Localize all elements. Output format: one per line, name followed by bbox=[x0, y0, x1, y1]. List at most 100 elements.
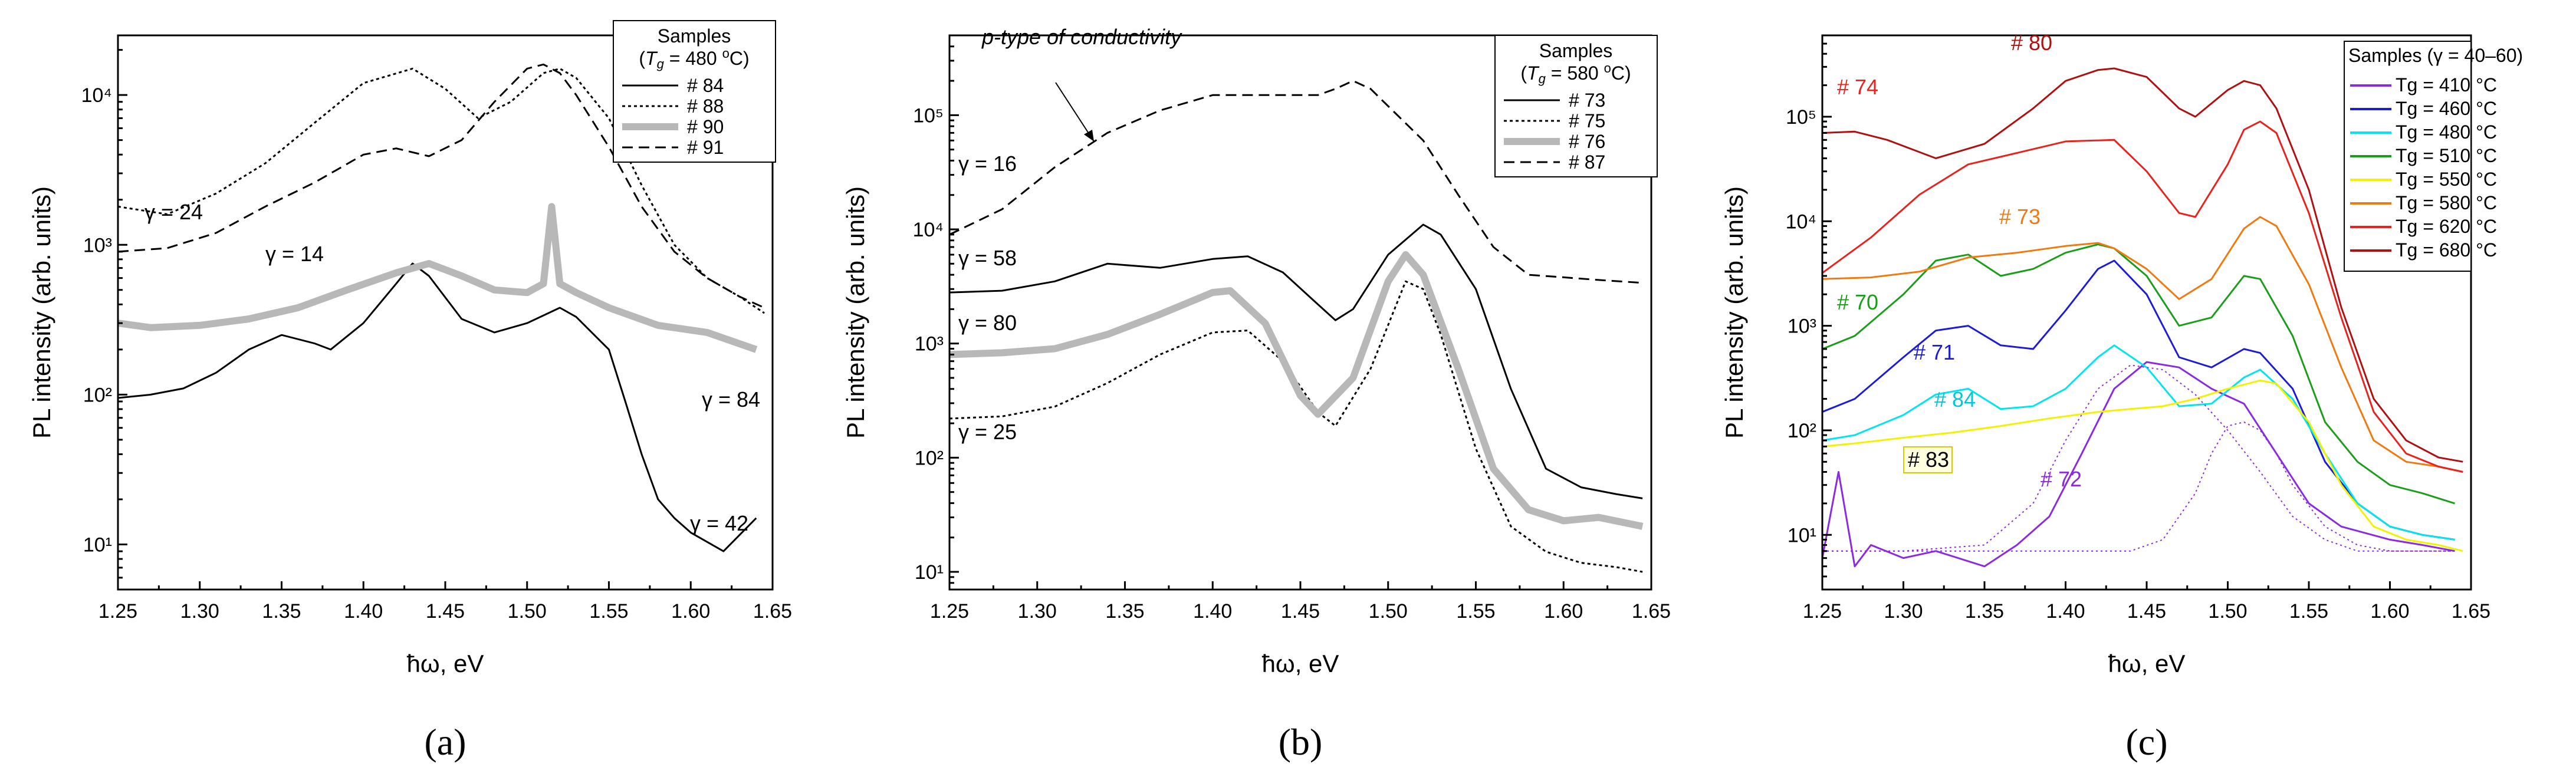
legend-entry-c-2: Tg = 480 °C bbox=[2396, 121, 2497, 143]
x-tick-label-b-1.40: 1.40 bbox=[1193, 600, 1232, 623]
y-axis-label-c: PL intensity (arb. units) bbox=[1720, 186, 1748, 439]
annotation-b-gamma-80: γ = 80 bbox=[958, 311, 1017, 335]
legend-subtitle-b: (Tg = 580 oC) bbox=[1520, 61, 1631, 86]
series-line-b-75 bbox=[949, 280, 1643, 573]
series-line-a-84 bbox=[117, 262, 757, 552]
legend-box-b bbox=[1494, 35, 1658, 177]
series-line-b-73 bbox=[949, 223, 1643, 499]
y-tick-label-c-1000: 10³ bbox=[1788, 315, 1816, 338]
x-tick-label-b-1.45: 1.45 bbox=[1281, 600, 1320, 623]
legend-entry-c-5: Tg = 580 °C bbox=[2396, 192, 2497, 213]
chart-panel-b: 1.25 1.30 1.35 1.40 1.45 1.50 1.55 1.60 1.65 10¹… bbox=[842, 25, 1671, 763]
x-tick-label-c-1.25: 1.25 bbox=[1803, 600, 1842, 623]
series-line-c-tg-550-c bbox=[1822, 379, 2463, 552]
y-tick-label-b-100000: 10⁵ bbox=[913, 104, 944, 127]
x-tick-label-b-1.30: 1.30 bbox=[1018, 600, 1057, 623]
series-line-a-90 bbox=[117, 203, 758, 353]
annotation-b-arrow-head bbox=[1084, 130, 1094, 141]
y-tick-label-a-1000: 10³ bbox=[83, 234, 112, 256]
annotation-c-70: # 70 bbox=[1837, 290, 1878, 314]
y-tick-label-b-10000: 10⁴ bbox=[913, 219, 944, 241]
annotation-b-arrow-line bbox=[1055, 82, 1095, 142]
y-axis-label-b: PL intensity (arb. units) bbox=[842, 186, 869, 439]
legend-entry-b-75: # 75 bbox=[1569, 110, 1605, 131]
x-tick-label-b-1.55: 1.55 bbox=[1456, 600, 1495, 623]
annotation-c-83-box bbox=[1903, 446, 1953, 473]
y-axis-label-a: PL intensity (arb. units) bbox=[28, 186, 55, 439]
x-tick-label-b-1.50: 1.50 bbox=[1369, 600, 1408, 623]
x-ticks-a: 1.25 1.30 1.35 1.40 1.45 1.50 1.55 1.60 1.65 bbox=[98, 581, 792, 623]
y-tick-label-a-10000: 10⁴ bbox=[81, 84, 112, 107]
y-ticks-b: 10¹ 10² 10³ 10⁴ 10⁵ bbox=[913, 45, 959, 584]
annotation-b-p-type: p-type of conductivity bbox=[981, 25, 1182, 49]
annotation-a-gamma-42: γ = 42 bbox=[690, 511, 748, 535]
plot-area-b bbox=[949, 80, 1644, 573]
x-tick-label-a-1.25: 1.25 bbox=[98, 600, 137, 623]
legend-entry-b-76: # 76 bbox=[1569, 131, 1605, 152]
legend-b: Samples (Tg = 580 oC) # 73 # 75 # 76 # 8… bbox=[1494, 35, 1658, 177]
series-line-b-76 bbox=[949, 251, 1644, 530]
annotation-c-71: # 71 bbox=[1914, 340, 1955, 364]
x-tick-label-a-1.60: 1.60 bbox=[671, 600, 710, 623]
x-tick-label-a-1.30: 1.30 bbox=[180, 600, 219, 623]
series-line-c-tg-460-c bbox=[1822, 259, 2455, 541]
annotation-a-gamma-14: γ = 14 bbox=[265, 242, 324, 266]
legend-entry-c-6: Tg = 620 °C bbox=[2396, 216, 2497, 237]
x-tick-label-a-1.65: 1.65 bbox=[753, 600, 792, 623]
legend-box-a bbox=[613, 20, 776, 163]
legend-a: Samples (Tg = 480 oC) # 84 # 88 # 90 # 9… bbox=[613, 20, 776, 163]
annotation-b-gamma-58: γ = 58 bbox=[958, 246, 1017, 270]
series-line-a-91 bbox=[117, 63, 765, 309]
legend-entry-c-3: Tg = 510 °C bbox=[2396, 145, 2497, 166]
y-ticks-a: 10¹ 10² 10³ 10⁴ bbox=[81, 49, 127, 579]
legend-entry-b-73: # 73 bbox=[1569, 90, 1605, 111]
y-tick-label-b-1000: 10³ bbox=[915, 333, 944, 355]
y-tick-label-c-10000: 10⁴ bbox=[1786, 210, 1816, 233]
legend-entry-a-90: # 90 bbox=[687, 116, 724, 137]
series-line-c-tg-580-c bbox=[1822, 216, 2463, 473]
x-tick-label-c-1.50: 1.50 bbox=[2208, 600, 2247, 623]
x-tick-label-b-1.65: 1.65 bbox=[1632, 600, 1671, 623]
x-tick-label-c-1.45: 1.45 bbox=[2127, 600, 2166, 623]
series-line-c-fit-1 bbox=[1822, 364, 2455, 552]
y-ticks-c: 10¹ 10² 10³ 10⁴ 10⁵ bbox=[1786, 42, 1832, 578]
x-tick-label-a-1.40: 1.40 bbox=[344, 600, 383, 623]
x-tick-label-c-1.40: 1.40 bbox=[2046, 600, 2085, 623]
y-tick-label-b-100: 10² bbox=[915, 447, 944, 469]
plot-area-a bbox=[117, 63, 765, 552]
legend-title-a: Samples bbox=[658, 25, 731, 47]
annotation-c-74: # 74 bbox=[1837, 75, 1878, 99]
x-tick-label-a-1.55: 1.55 bbox=[589, 600, 628, 623]
annotation-c-84: # 84 bbox=[1934, 387, 1976, 411]
x-tick-label-c-1.65: 1.65 bbox=[2452, 600, 2490, 623]
y-tick-label-a-10: 10¹ bbox=[83, 534, 112, 557]
chart-panel-a: 1.25 1.30 1.35 1.40 1.45 1.50 1.55 1.60 1.65 10¹… bbox=[28, 20, 792, 763]
y-tick-label-a-100: 10² bbox=[83, 384, 112, 406]
x-tick-label-c-1.35: 1.35 bbox=[1965, 600, 2004, 623]
legend-entry-c-1: Tg = 460 °C bbox=[2396, 98, 2497, 119]
annotation-a-gamma-24: γ = 24 bbox=[144, 200, 203, 224]
x-axis-label-b: ħω, eV bbox=[1262, 650, 1339, 677]
y-tick-label-b-10: 10¹ bbox=[915, 561, 944, 584]
x-ticks-c: 1.25 1.30 1.35 1.40 1.45 1.50 1.55 1.60 1.65 bbox=[1803, 581, 2490, 623]
annotation-c-72: # 72 bbox=[2041, 467, 2082, 491]
chart-panel-c: 1.25 1.30 1.35 1.40 1.45 1.50 1.55 1.60 1.65 10¹… bbox=[1720, 31, 2523, 763]
series-line-a-88 bbox=[117, 67, 765, 314]
x-ticks-b: 1.25 1.30 1.35 1.40 1.45 1.50 1.55 1.60 1.65 bbox=[930, 581, 1671, 623]
x-tick-label-a-1.45: 1.45 bbox=[426, 600, 465, 623]
panel-label-b: (b) bbox=[1279, 721, 1323, 763]
x-tick-label-c-1.55: 1.55 bbox=[2289, 600, 2328, 623]
x-axis-label-c: ħω, eV bbox=[2108, 650, 2186, 677]
y-tick-label-c-100000: 10⁵ bbox=[1786, 106, 1816, 129]
x-tick-label-c-1.30: 1.30 bbox=[1884, 600, 1923, 623]
series-line-b-87 bbox=[949, 80, 1643, 284]
annotation-b-gamma-16: γ = 16 bbox=[958, 152, 1017, 176]
x-axis-label-a: ħω, eV bbox=[407, 650, 484, 677]
annotation-c-80: # 80 bbox=[2011, 31, 2052, 55]
legend-entry-a-88: # 88 bbox=[687, 96, 724, 117]
annotation-a-gamma-84: γ = 84 bbox=[702, 387, 760, 411]
legend-entry-b-87: # 87 bbox=[1569, 152, 1605, 173]
series-line-c-tg-510-c bbox=[1822, 243, 2455, 505]
panel-label-a: (a) bbox=[424, 721, 466, 763]
